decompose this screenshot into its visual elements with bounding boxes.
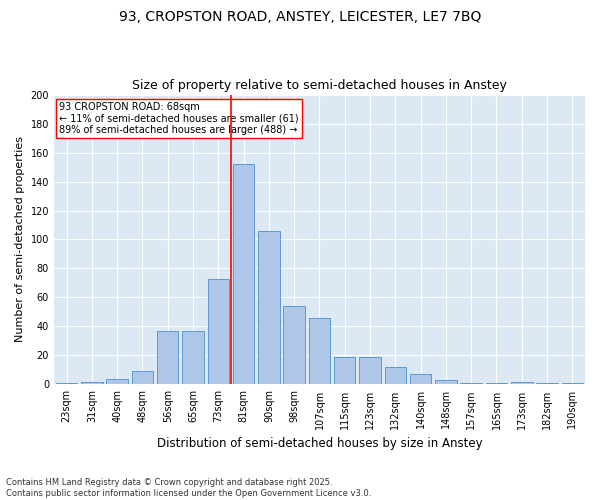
Bar [562,383,583,384]
Y-axis label: Number of semi-detached properties: Number of semi-detached properties [15,136,25,342]
Bar [359,357,381,384]
Bar [233,164,254,384]
Bar [435,380,457,384]
X-axis label: Distribution of semi-detached houses by size in Anstey: Distribution of semi-detached houses by … [157,437,482,450]
Text: 93 CROPSTON ROAD: 68sqm
← 11% of semi-detached houses are smaller (61)
89% of se: 93 CROPSTON ROAD: 68sqm ← 11% of semi-de… [59,102,299,135]
Bar [334,357,355,384]
Bar [460,383,482,384]
Title: Size of property relative to semi-detached houses in Anstey: Size of property relative to semi-detach… [132,79,507,92]
Bar [182,331,204,384]
Bar [385,367,406,384]
Bar [309,318,330,384]
Bar [536,383,558,384]
Bar [283,306,305,384]
Bar [511,382,533,384]
Bar [486,383,507,384]
Bar [410,374,431,384]
Text: 93, CROPSTON ROAD, ANSTEY, LEICESTER, LE7 7BQ: 93, CROPSTON ROAD, ANSTEY, LEICESTER, LE… [119,10,481,24]
Bar [106,378,128,384]
Bar [208,278,229,384]
Bar [56,383,77,384]
Bar [258,231,280,384]
Bar [131,372,153,384]
Bar [157,331,178,384]
Bar [81,382,103,384]
Text: Contains HM Land Registry data © Crown copyright and database right 2025.
Contai: Contains HM Land Registry data © Crown c… [6,478,371,498]
